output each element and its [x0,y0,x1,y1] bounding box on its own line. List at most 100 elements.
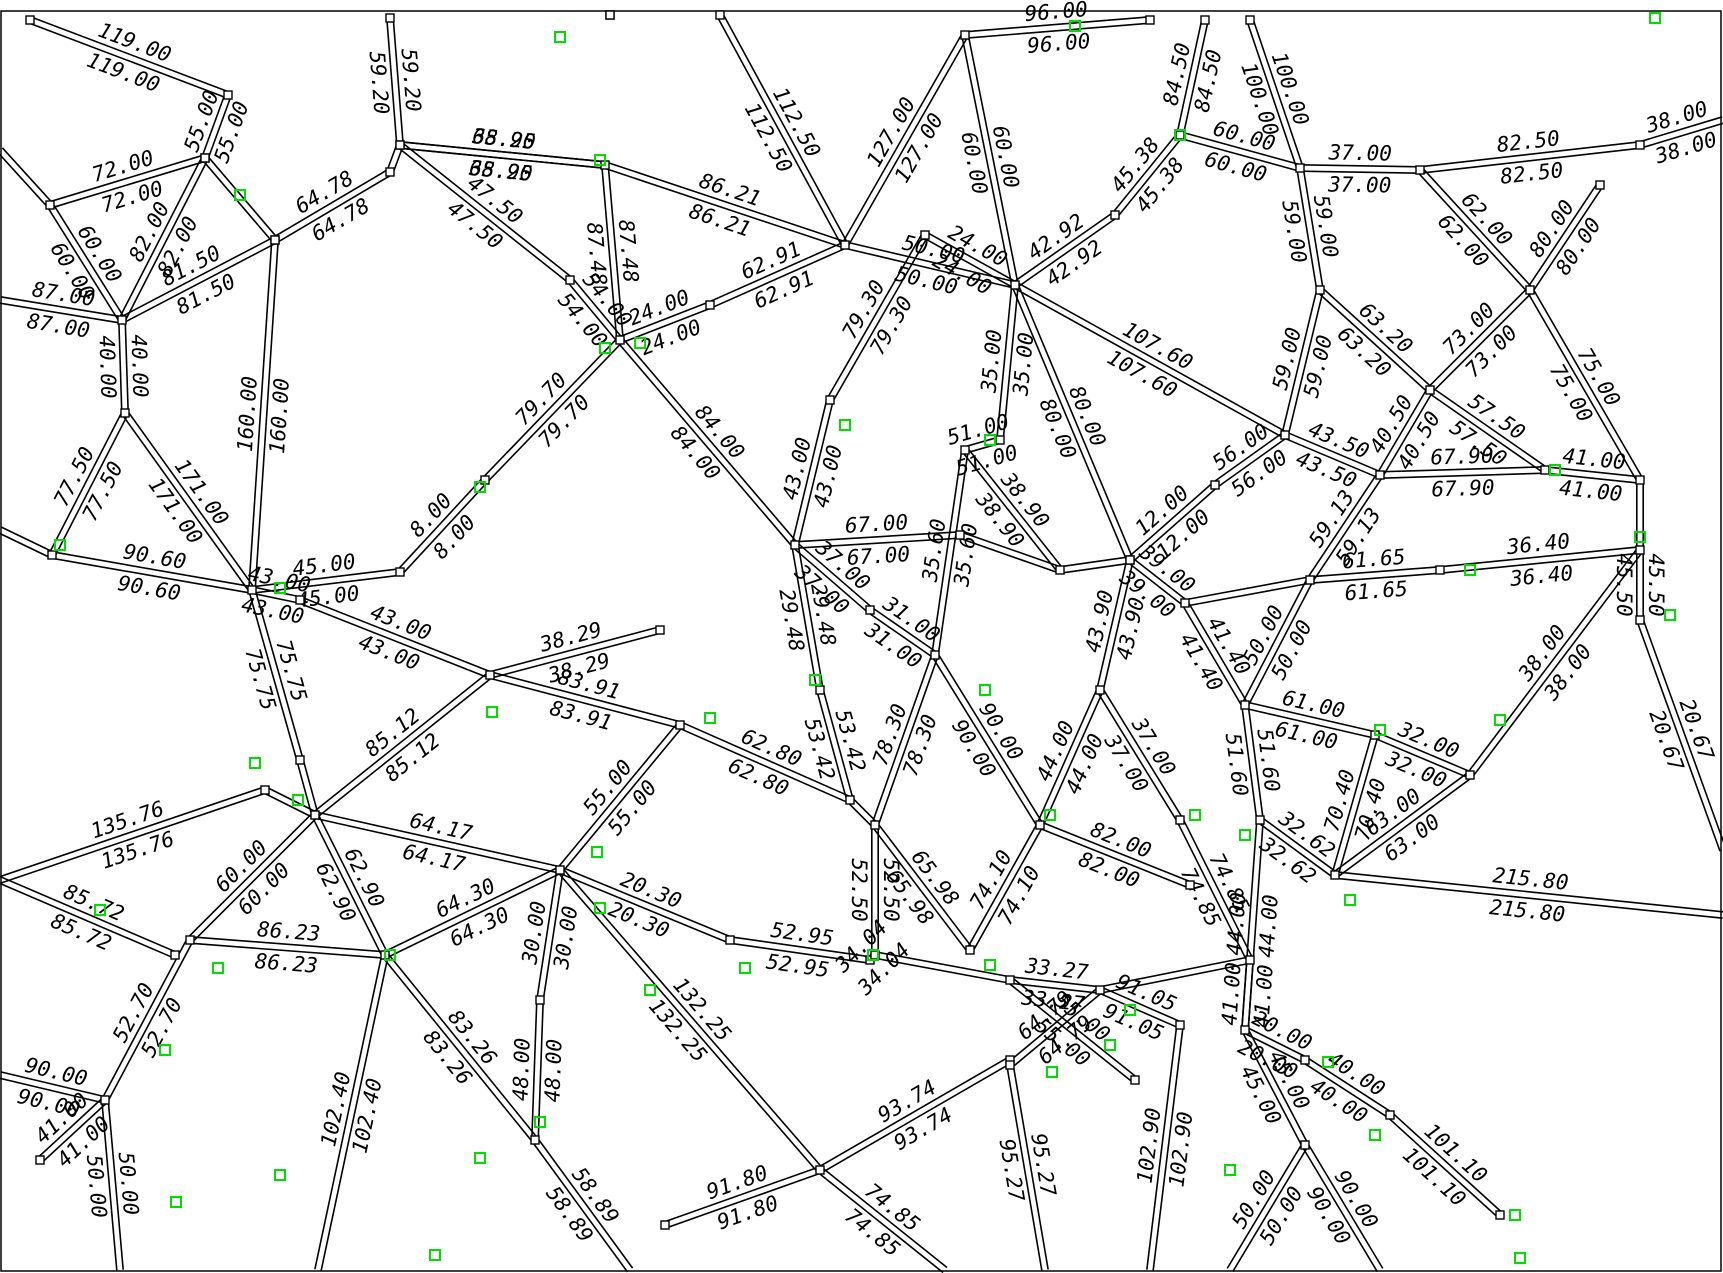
green-marker-icon[interactable] [1549,464,1561,476]
junction-node[interactable] [865,605,875,615]
junction-node[interactable] [1315,285,1325,295]
junction-node[interactable] [815,685,825,695]
green-marker-icon[interactable] [474,481,486,493]
junction-node[interactable] [725,935,735,945]
green-marker-icon[interactable] [594,154,606,166]
green-marker-icon[interactable] [1322,1056,1334,1068]
green-marker-icon[interactable] [809,674,821,686]
junction-node[interactable] [1280,430,1290,440]
green-marker-icon[interactable] [594,902,606,914]
green-marker-icon[interactable] [591,846,603,858]
junction-node[interactable] [1005,1060,1015,1070]
junction-node[interactable] [955,530,965,540]
junction-node[interactable] [960,445,970,455]
junction-node[interactable] [1375,470,1385,480]
junction-node[interactable] [1240,1025,1250,1035]
junction-node[interactable] [310,810,320,820]
junction-node[interactable] [100,1095,110,1105]
green-marker-icon[interactable] [984,959,996,971]
green-marker-icon[interactable] [1104,1039,1116,1051]
junction-node[interactable] [1055,565,1065,575]
junction-node[interactable] [395,567,405,577]
junction-node[interactable] [247,585,257,595]
junction-node[interactable] [1010,280,1020,290]
junction-node[interactable] [960,30,970,40]
junction-node[interactable] [117,315,127,325]
junction-node[interactable] [1005,975,1015,985]
junction-node[interactable] [1300,1055,1310,1065]
junction-node[interactable] [845,795,855,805]
junction-node[interactable] [1635,545,1645,555]
junction-node[interactable] [1300,1140,1310,1150]
junction-node[interactable] [1175,130,1185,140]
junction-node[interactable] [815,1165,825,1175]
junction-node[interactable] [1200,15,1210,25]
junction-node[interactable] [1385,1110,1395,1120]
green-marker-icon[interactable] [94,904,106,916]
green-marker-icon[interactable] [234,189,246,201]
green-marker-icon[interactable] [1664,609,1676,621]
junction-node[interactable] [1495,1210,1505,1220]
junction-node[interactable] [1110,210,1120,220]
junction-node[interactable] [565,275,575,285]
junction-node[interactable] [1255,815,1265,825]
green-marker-icon[interactable] [1464,564,1476,576]
junction-node[interactable] [1635,475,1645,485]
junction-node[interactable] [1175,1020,1185,1030]
green-marker-icon[interactable] [554,31,566,43]
junction-node[interactable] [1245,15,1255,25]
green-marker-icon[interactable] [274,582,286,594]
junction-node[interactable] [1095,685,1105,695]
junction-node[interactable] [45,200,55,210]
green-marker-icon[interactable] [704,712,716,724]
green-marker-icon[interactable] [1174,129,1186,141]
green-marker-icon[interactable] [1344,894,1356,906]
junction-node[interactable] [170,950,180,960]
junction-node[interactable] [715,10,725,20]
green-marker-icon[interactable] [1509,1209,1521,1221]
green-marker-icon[interactable] [159,1044,171,1056]
junction-node[interactable] [1435,565,1445,575]
junction-node[interactable] [25,15,35,25]
junction-node[interactable] [965,945,975,955]
green-marker-icon[interactable] [1374,724,1386,736]
junction-node[interactable] [1240,700,1250,710]
green-marker-icon[interactable] [867,949,879,961]
junction-node[interactable] [295,755,305,765]
green-marker-icon[interactable] [249,757,261,769]
junction-node[interactable] [260,785,270,795]
junction-node[interactable] [1175,815,1185,825]
green-marker-icon[interactable] [1369,1129,1381,1141]
junction-node[interactable] [930,650,940,660]
junction-node[interactable] [395,140,405,150]
green-marker-icon[interactable] [1189,809,1201,821]
junction-node[interactable] [35,1155,45,1165]
green-marker-icon[interactable] [486,706,498,718]
junction-node[interactable] [295,595,305,605]
junction-node[interactable] [1185,880,1195,890]
junction-node[interactable] [615,335,625,345]
junction-node[interactable] [870,820,880,830]
junction-node[interactable] [1180,598,1190,608]
junction-node[interactable] [385,167,395,177]
junction-node[interactable] [1145,15,1155,25]
green-marker-icon[interactable] [839,419,851,431]
junction-node[interactable] [1525,285,1535,295]
junction-node[interactable] [1245,955,1255,965]
junction-node[interactable] [655,625,665,635]
junction-node[interactable] [1635,140,1645,150]
junction-node[interactable] [1635,615,1645,625]
junction-node[interactable] [1095,985,1105,995]
green-marker-icon[interactable] [984,434,996,446]
green-marker-icon[interactable] [54,539,66,551]
junction-node[interactable] [1465,770,1475,780]
junction-node[interactable] [1125,555,1135,565]
green-marker-icon[interactable] [1224,1164,1236,1176]
green-marker-icon[interactable] [979,684,991,696]
junction-node[interactable] [605,10,615,20]
junction-node[interactable] [1130,1075,1140,1085]
green-marker-icon[interactable] [1044,809,1056,821]
green-marker-icon[interactable] [1069,20,1081,32]
junction-node[interactable] [1035,820,1045,830]
